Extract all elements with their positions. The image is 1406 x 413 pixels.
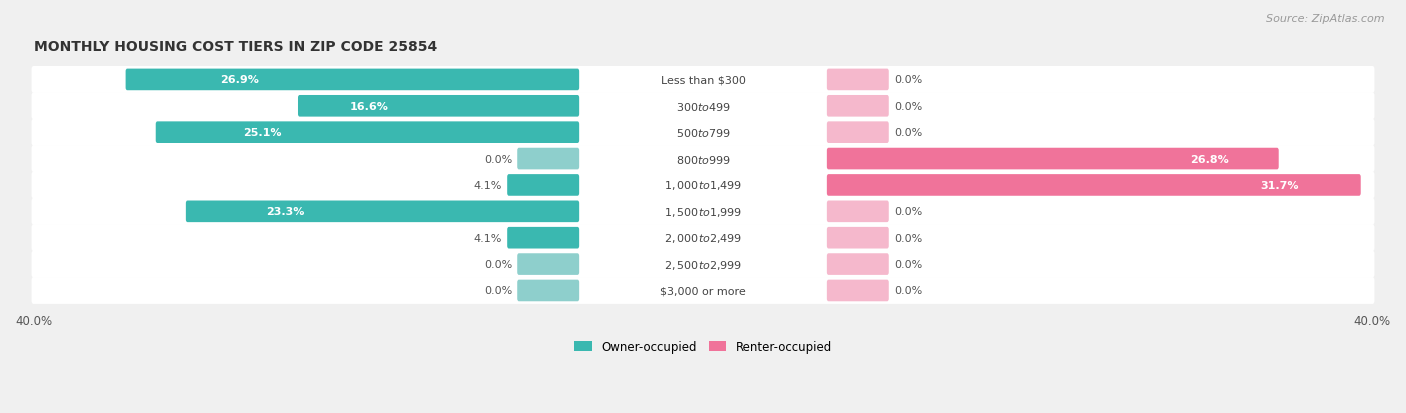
FancyBboxPatch shape	[156, 122, 579, 144]
Text: 16.6%: 16.6%	[350, 102, 388, 112]
Text: $1,000 to $1,499: $1,000 to $1,499	[664, 179, 742, 192]
FancyBboxPatch shape	[517, 148, 579, 170]
Text: 0.0%: 0.0%	[894, 233, 922, 243]
Text: $2,500 to $2,999: $2,500 to $2,999	[664, 258, 742, 271]
Text: 25.1%: 25.1%	[243, 128, 281, 138]
Text: 0.0%: 0.0%	[894, 102, 922, 112]
FancyBboxPatch shape	[31, 225, 1375, 252]
Text: 23.3%: 23.3%	[266, 207, 304, 217]
Text: 0.0%: 0.0%	[894, 75, 922, 85]
FancyBboxPatch shape	[827, 280, 889, 301]
Text: $3,000 or more: $3,000 or more	[661, 286, 745, 296]
Text: 0.0%: 0.0%	[894, 207, 922, 217]
FancyBboxPatch shape	[827, 69, 889, 91]
Text: 4.1%: 4.1%	[474, 233, 502, 243]
FancyBboxPatch shape	[31, 146, 1375, 173]
FancyBboxPatch shape	[31, 198, 1375, 225]
FancyBboxPatch shape	[508, 175, 579, 196]
FancyBboxPatch shape	[827, 227, 889, 249]
FancyBboxPatch shape	[31, 172, 1375, 199]
FancyBboxPatch shape	[517, 254, 579, 275]
FancyBboxPatch shape	[31, 278, 1375, 304]
FancyBboxPatch shape	[827, 96, 889, 117]
FancyBboxPatch shape	[827, 201, 889, 223]
Text: Source: ZipAtlas.com: Source: ZipAtlas.com	[1267, 14, 1385, 24]
Text: 0.0%: 0.0%	[894, 259, 922, 269]
Text: 26.8%: 26.8%	[1191, 154, 1229, 164]
FancyBboxPatch shape	[31, 251, 1375, 278]
Text: 26.9%: 26.9%	[221, 75, 259, 85]
Text: $2,000 to $2,499: $2,000 to $2,499	[664, 232, 742, 244]
FancyBboxPatch shape	[125, 69, 579, 91]
Text: $800 to $999: $800 to $999	[675, 153, 731, 165]
Text: 0.0%: 0.0%	[894, 128, 922, 138]
FancyBboxPatch shape	[298, 96, 579, 117]
Legend: Owner-occupied, Renter-occupied: Owner-occupied, Renter-occupied	[569, 335, 837, 358]
FancyBboxPatch shape	[827, 122, 889, 144]
Text: $300 to $499: $300 to $499	[675, 100, 731, 112]
FancyBboxPatch shape	[827, 148, 1278, 170]
FancyBboxPatch shape	[508, 227, 579, 249]
Text: 4.1%: 4.1%	[474, 180, 502, 190]
Text: 0.0%: 0.0%	[484, 259, 512, 269]
FancyBboxPatch shape	[517, 280, 579, 301]
Text: 0.0%: 0.0%	[894, 286, 922, 296]
Text: 0.0%: 0.0%	[484, 286, 512, 296]
FancyBboxPatch shape	[827, 175, 1361, 196]
FancyBboxPatch shape	[827, 254, 889, 275]
FancyBboxPatch shape	[31, 67, 1375, 94]
Text: $1,500 to $1,999: $1,500 to $1,999	[664, 205, 742, 218]
FancyBboxPatch shape	[31, 93, 1375, 120]
FancyBboxPatch shape	[186, 201, 579, 223]
Text: $500 to $799: $500 to $799	[675, 127, 731, 139]
FancyBboxPatch shape	[31, 119, 1375, 146]
Text: MONTHLY HOUSING COST TIERS IN ZIP CODE 25854: MONTHLY HOUSING COST TIERS IN ZIP CODE 2…	[34, 40, 437, 54]
Text: Less than $300: Less than $300	[661, 75, 745, 85]
Text: 31.7%: 31.7%	[1260, 180, 1299, 190]
Text: 0.0%: 0.0%	[484, 154, 512, 164]
